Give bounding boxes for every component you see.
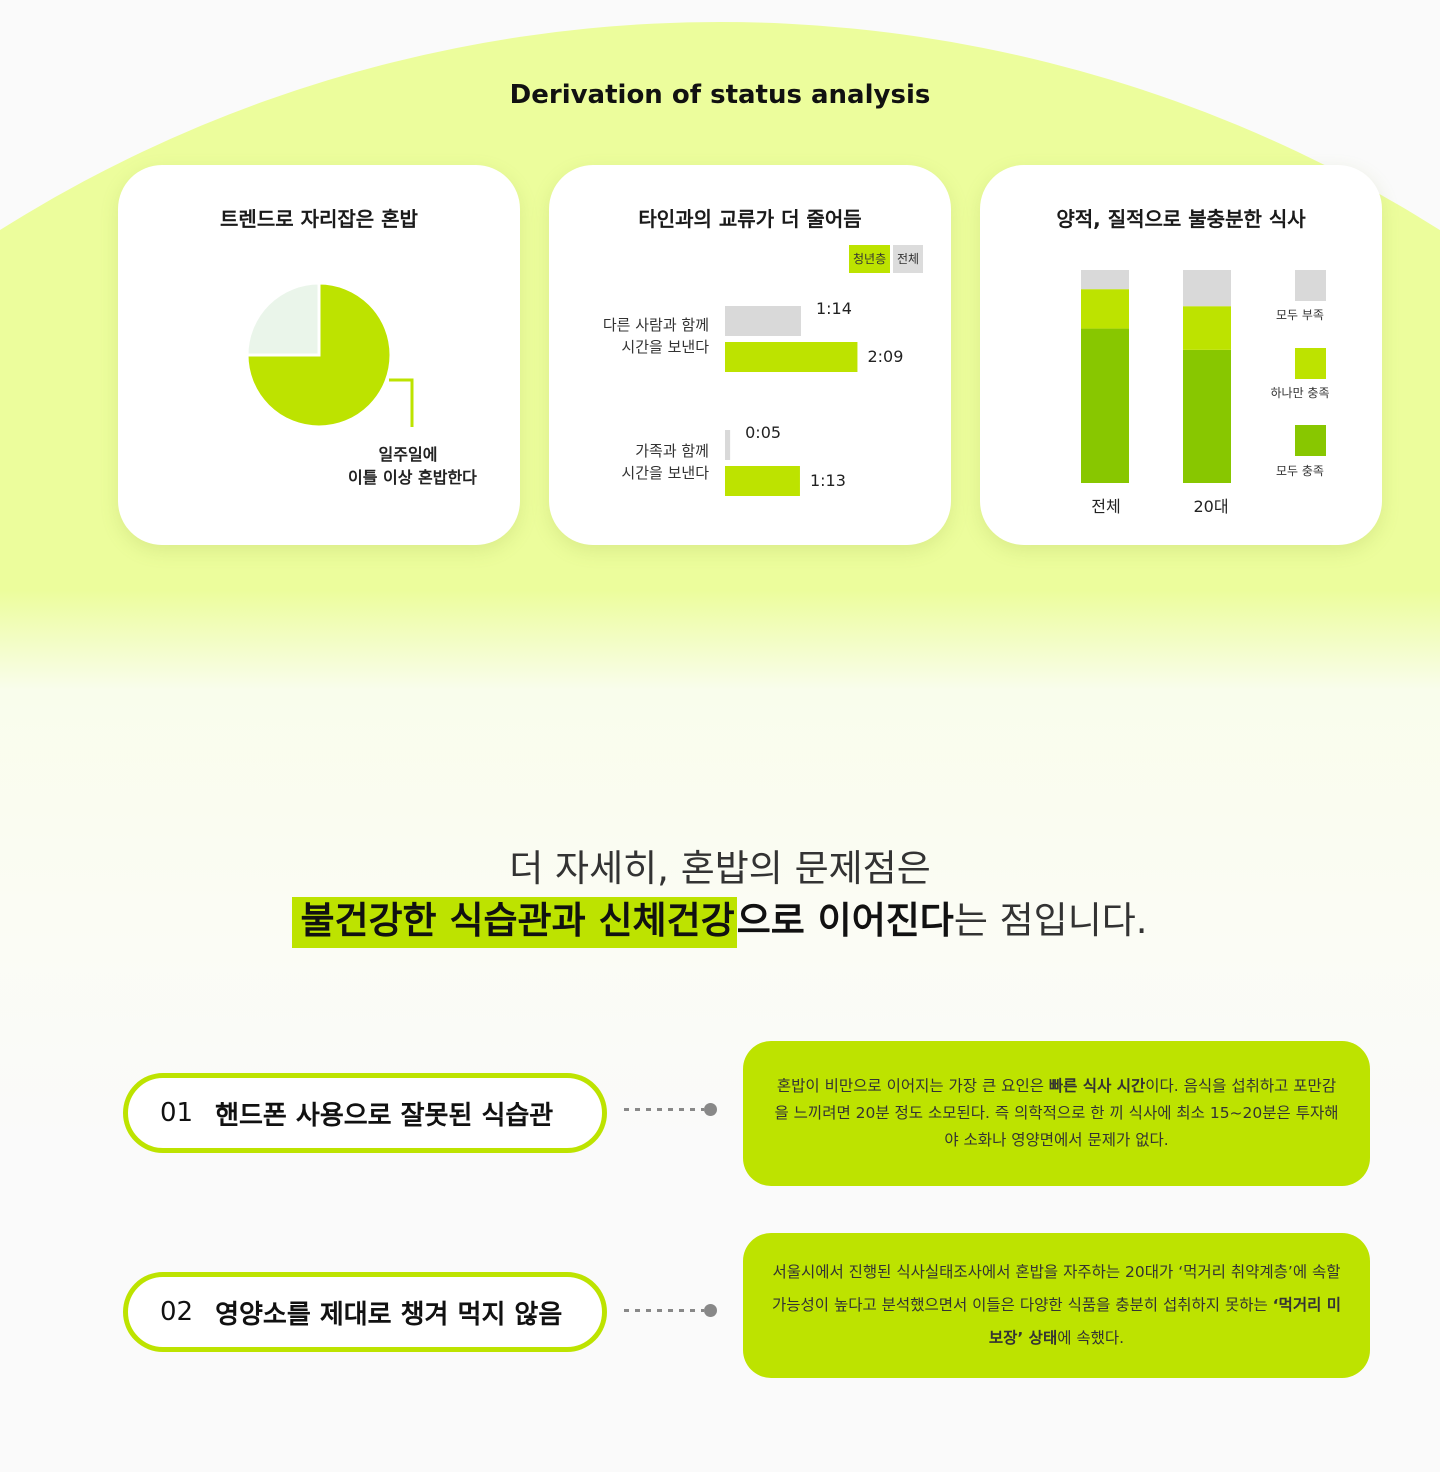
stack-segment <box>1183 306 1231 350</box>
legend-swatch <box>1295 270 1326 301</box>
desc-bold: ‘먹거리 미보장’ 상태 <box>988 1296 1341 1347</box>
legend-label: 모두 충족 <box>1276 464 1324 478</box>
pie-annotation: 일주일에 이틀 이상 혼밥한다 <box>348 443 477 489</box>
bar-value-label: 1:13 <box>809 471 846 490</box>
legend-swatch <box>1295 425 1326 456</box>
pie-chart <box>245 281 414 429</box>
bar <box>725 430 731 460</box>
desc-text: 에 속했다. <box>1057 1329 1125 1347</box>
connector-dots <box>624 1103 720 1117</box>
pie-annotation-line: 이틀 이상 혼밥한다 <box>348 468 477 487</box>
page-title: Derivation of status analysis <box>509 80 931 110</box>
headline-bold: 으로 이어진다 <box>736 899 954 942</box>
headline-highlight: 불건강한 식습관과 신체건강 <box>292 897 737 948</box>
issue-description-01: 혼밥이 비만으로 이어지는 가장 큰 요인은 빠른 식사 시간이다. 음식을 섭… <box>743 1041 1370 1186</box>
meal-stacked-chart <box>1081 270 1326 483</box>
stack-segment <box>1081 289 1129 329</box>
headline-rest: 는 점입니다. <box>953 899 1148 942</box>
issue-title: 핸드폰 사용으로 잘못된 식습관 <box>215 1100 554 1131</box>
bar <box>725 466 800 496</box>
bar-value-label: 1:14 <box>815 299 852 318</box>
pie-annotation-line: 일주일에 <box>378 445 438 464</box>
legend-label: 하나만 충족 <box>1270 386 1330 400</box>
category-label: 20대 <box>1193 497 1229 516</box>
issue-title: 영양소를 제대로 챙겨 먹지 않음 <box>215 1299 563 1330</box>
stack-segment <box>1183 270 1231 307</box>
connector-dots <box>624 1304 720 1318</box>
stack-segment <box>1183 349 1231 483</box>
issue-pill-02: 02 영양소를 제대로 챙겨 먹지 않음 <box>123 1272 607 1352</box>
interaction-chart-card: 타인과의 교류가 더 줄어듬 청년층 전체 다른 사람과 함께 시간을 보낸다 … <box>549 165 951 545</box>
category-label: 전체 <box>1091 497 1121 516</box>
interaction-bar-chart <box>725 306 858 496</box>
category-label: 가족과 함께 시간을 보낸다 <box>559 440 709 484</box>
bar-value-label: 0:05 <box>745 423 782 442</box>
bar <box>725 342 858 372</box>
pie-chart-title: 트렌드로 자리잡은 혼밥 <box>220 207 418 231</box>
category-label: 다른 사람과 함께 시간을 보낸다 <box>559 314 709 358</box>
desc-bold: 빠른 식사 시간 <box>1048 1077 1146 1095</box>
issue-pill-01: 01 핸드폰 사용으로 잘못된 식습관 <box>123 1073 607 1153</box>
meal-chart-card: 양적, 질적으로 불충분한 식사 전체 20대 모두 부족 하나만 충족 모두 … <box>980 165 1382 545</box>
category-label-line: 시간을 보낸다 <box>621 338 709 356</box>
issue-number: 01 <box>160 1098 194 1128</box>
meal-chart-title: 양적, 질적으로 불충분한 식사 <box>1056 207 1306 231</box>
legend-all: 전체 <box>893 245 924 273</box>
interaction-chart-title: 타인과의 교류가 더 줄어듬 <box>638 207 862 231</box>
category-label-line: 시간을 보낸다 <box>621 464 709 482</box>
desc-text: 혼밥이 비만으로 이어지는 가장 큰 요인은 <box>776 1077 1049 1095</box>
headline-line-1: 더 자세히, 혼밥의 문제점은 <box>509 847 931 890</box>
legend-swatch <box>1295 348 1326 379</box>
category-label-line: 가족과 함께 <box>635 442 709 460</box>
issue-number: 02 <box>160 1297 194 1327</box>
bar-value-label: 2:09 <box>867 347 904 366</box>
pie-leader-line <box>389 378 414 427</box>
headline-line-2: 불건강한 식습관과 신체건강으로 이어진다는 점입니다. <box>0 890 1440 948</box>
category-label-line: 다른 사람과 함께 <box>602 316 709 334</box>
pie-chart-card: 트렌드로 자리잡은 혼밥 일주일에 이틀 이상 혼밥한다 <box>118 165 520 545</box>
legend-youth: 청년층 <box>849 245 891 273</box>
desc-text: 서울시에서 진행된 식사실태조사에서 혼밥을 자주하는 20대가 ‘먹거리 취약… <box>772 1263 1341 1314</box>
stack-segment <box>1081 328 1129 483</box>
pie-slice <box>245 281 321 357</box>
issue-description-02: 서울시에서 진행된 식사실태조사에서 혼밥을 자주하는 20대가 ‘먹거리 취약… <box>743 1233 1370 1378</box>
desc-text: 이다. 음식을 섭취하고 포만감을 느끼려면 20분 정도 소모된다. 즉 의학… <box>774 1077 1339 1149</box>
stack-segment <box>1081 270 1129 290</box>
bar <box>725 306 801 336</box>
legend-label: 모두 부족 <box>1276 308 1324 322</box>
